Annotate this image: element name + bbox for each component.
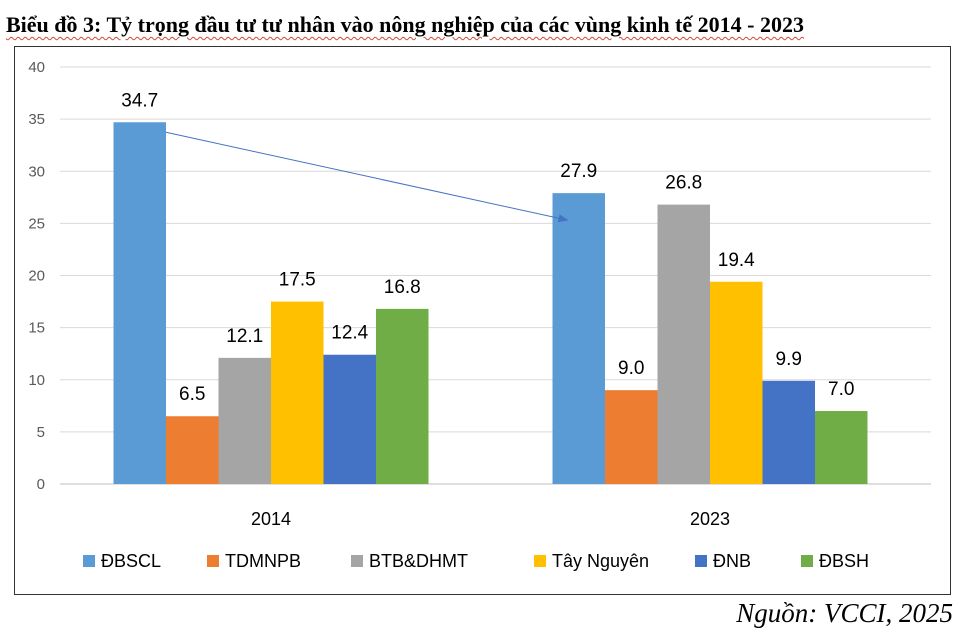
bar [376, 308, 429, 484]
legend-item: Tây Nguyên [534, 551, 649, 571]
legend-label: Tây Nguyên [552, 551, 649, 571]
y-tick-label: 0 [37, 476, 45, 493]
bar [815, 411, 868, 484]
y-tick-label: 35 [28, 111, 45, 128]
bar [657, 204, 710, 485]
trend-arrow [165, 131, 569, 223]
source-note: Nguồn: VCCI, 2025 [736, 598, 953, 628]
data-label: 26.8 [665, 173, 702, 194]
data-label: 9.9 [776, 349, 802, 370]
y-tick-label: 40 [28, 59, 45, 76]
y-tick-label: 20 [28, 268, 45, 285]
bar [271, 301, 324, 484]
legend-item: BTB&DHMT [351, 551, 468, 571]
y-tick-label: 5 [37, 424, 45, 441]
data-label: 19.4 [718, 250, 755, 271]
y-tick-label: 25 [28, 215, 45, 232]
legend-item: ĐBSH [801, 551, 869, 571]
legend-label: ĐBSCL [101, 551, 161, 571]
legend-swatch [695, 555, 707, 567]
data-label: 12.4 [331, 323, 368, 344]
bar [218, 357, 271, 484]
legend-swatch [83, 555, 95, 567]
bar [323, 354, 376, 484]
x-tick-label: 2014 [251, 509, 291, 529]
x-tick-label: 2023 [690, 509, 730, 529]
data-label: 12.1 [226, 326, 263, 347]
legend-swatch [207, 555, 219, 567]
data-label: 27.9 [560, 161, 597, 182]
chart-frame: 34.7 27.9 6.5 9.0 12.1 26.8 17.5 19.4 12.4 9.9 16.… [14, 46, 951, 595]
bar-chart: 34.7 27.9 6.5 9.0 12.1 26.8 17.5 19.4 12.4 9.9 16.… [28, 59, 931, 571]
data-label: 17.5 [279, 270, 316, 291]
y-tick-label: 10 [28, 372, 45, 389]
y-tick-label: 15 [28, 320, 45, 337]
bar [166, 416, 219, 484]
bar [552, 193, 605, 484]
data-label: 34.7 [121, 90, 158, 111]
legend-label: BTB&DHMT [369, 551, 468, 571]
legend-swatch [801, 555, 813, 567]
legend-label: ĐNB [713, 551, 751, 571]
legend-label: TDMNPB [225, 551, 301, 571]
bar [710, 281, 763, 484]
data-label: 9.0 [618, 358, 644, 379]
legend-item: TDMNPB [207, 551, 301, 571]
y-tick-label: 30 [28, 163, 45, 180]
data-label: 16.8 [384, 277, 421, 298]
bar [605, 390, 658, 484]
bar [762, 380, 815, 484]
legend-swatch [351, 555, 363, 567]
data-label: 7.0 [828, 379, 854, 400]
legend-swatch [534, 555, 546, 567]
chart-title: Biểu đồ 3: Tỷ trọng đầu tư tư nhân vào n… [6, 12, 804, 37]
legend-label: ĐBSH [819, 551, 869, 571]
bar [113, 122, 166, 484]
legend-item: ĐNB [695, 551, 751, 571]
legend-item: ĐBSCL [83, 551, 161, 571]
data-label: 6.5 [179, 384, 205, 405]
